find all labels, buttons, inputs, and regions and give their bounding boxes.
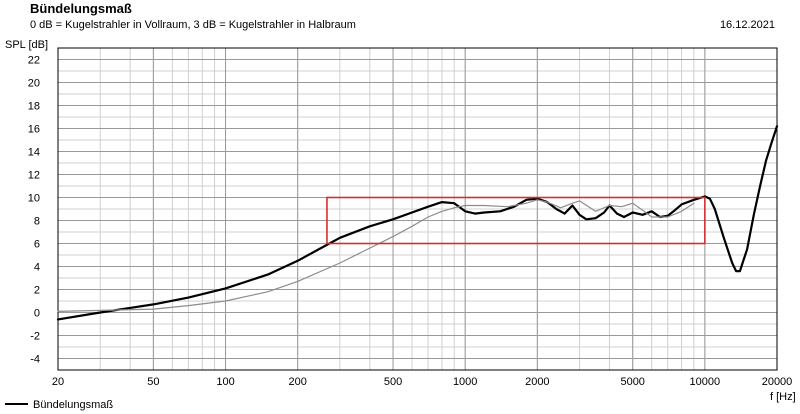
- y-tick-label: 18: [28, 101, 40, 113]
- x-tick-label: 100: [216, 376, 234, 388]
- x-tick-label: 2000: [525, 376, 549, 388]
- legend: Bündelungsmaß: [5, 399, 113, 411]
- series-lines: [56, 125, 779, 321]
- chart-subtitle: 0 dB = Kugelstrahler in Vollraum, 3 dB =…: [30, 19, 356, 31]
- y-tick-label: 20: [28, 78, 40, 90]
- y-tick-label: 2: [34, 285, 40, 297]
- axes: [57, 47, 778, 371]
- y-tick-label: -4: [30, 354, 40, 366]
- x-tick-label: 5000: [620, 376, 644, 388]
- y-tick-label: 4: [34, 262, 40, 274]
- x-tick-label: 20: [52, 376, 64, 388]
- chart-date: 16.12.2021: [720, 19, 775, 31]
- x-tick-label: 1000: [453, 376, 477, 388]
- y-tick-label: 14: [28, 147, 40, 159]
- chart-header: Bündelungsmaß 0 dB = Kugelstrahler in Vo…: [30, 1, 775, 31]
- y-tick-label: 16: [28, 124, 40, 136]
- series-secondary-line: [57, 199, 695, 312]
- y-tick-label: 12: [28, 170, 40, 182]
- x-tick-labels: 20 50 100 200 500 1000 2000 5000 10000 20000: [52, 376, 792, 388]
- x-tick-label: 10000: [690, 376, 721, 388]
- legend-label: Bündelungsmaß: [33, 399, 113, 411]
- tolerance-box: [326, 196, 706, 245]
- x-tick-label: 500: [384, 376, 402, 388]
- series-buendelungsmass-line: [56, 125, 779, 321]
- x-tick-label: 50: [147, 376, 159, 388]
- x-tick-label: 20000: [762, 376, 793, 388]
- y-axis-label: SPL [dB]: [5, 39, 48, 51]
- chart-title: Bündelungsmaß: [30, 1, 132, 16]
- y-tick-label: 6: [34, 239, 40, 251]
- annotations: [326, 196, 706, 245]
- y-tick-label: 0: [34, 308, 40, 320]
- y-tick-label: 22: [28, 55, 40, 67]
- x-tick-label: 200: [288, 376, 306, 388]
- y-tick-label: 8: [34, 216, 40, 228]
- y-tick-labels: -4 -2 0 2 4 6 8 10 12 14 16 18 20 22: [28, 55, 40, 366]
- y-tick-label: -2: [30, 331, 40, 343]
- x-axis-label: f [Hz]: [770, 391, 796, 403]
- y-tick-label: 10: [28, 193, 40, 205]
- plot-frame: [57, 47, 778, 371]
- grid-minor: [57, 47, 778, 371]
